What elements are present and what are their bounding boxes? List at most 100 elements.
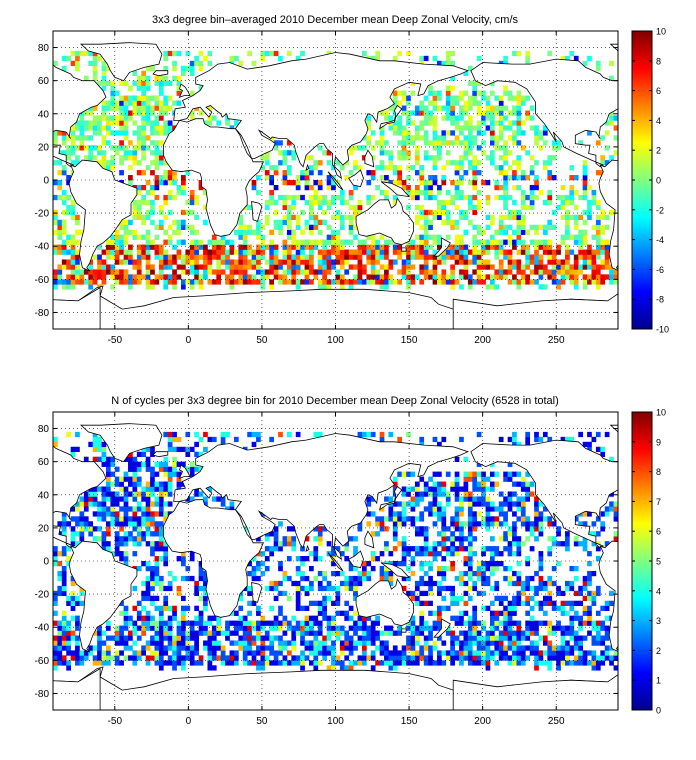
cycles-bin-cell bbox=[569, 645, 575, 651]
cycles-bin-cell bbox=[322, 595, 327, 602]
cycles-bin-cell bbox=[419, 580, 425, 587]
cycles-bin-cell bbox=[291, 526, 297, 532]
velocity-bin-cell bbox=[401, 259, 407, 265]
velocity-bin-cell bbox=[494, 110, 500, 116]
cycles-bin-cell bbox=[331, 561, 336, 567]
velocity-bin-cell bbox=[370, 254, 376, 260]
cycles-bin-cell bbox=[485, 516, 491, 522]
velocity-bin-cell bbox=[569, 199, 575, 206]
cycles-bin-cell bbox=[75, 501, 80, 507]
cycles-bin-cell bbox=[278, 635, 283, 641]
velocity-bin-cell bbox=[101, 269, 107, 275]
cycles-bin-cell bbox=[414, 640, 420, 646]
velocity-bin-cell bbox=[66, 209, 71, 216]
velocity-bin-cell bbox=[441, 259, 447, 265]
cycles-bin-cell bbox=[414, 650, 420, 656]
velocity-title: 3x3 degree bin–averaged 2010 December me… bbox=[152, 14, 519, 26]
velocity-bin-cell bbox=[154, 160, 160, 166]
velocity-bin-cell bbox=[353, 274, 358, 280]
cycles-bin-cell bbox=[66, 645, 71, 651]
cycles-bin-cell bbox=[432, 660, 438, 666]
cycles-bin-cell bbox=[463, 456, 469, 462]
cycles-bin-cell bbox=[489, 625, 495, 631]
cycles-bin-cell bbox=[591, 600, 597, 606]
cycles-bin-cell bbox=[167, 431, 173, 438]
velocity-bin-cell bbox=[379, 150, 385, 156]
velocity-y-tick-label: 20 bbox=[38, 142, 50, 153]
cycles-bin-cell bbox=[123, 620, 129, 626]
velocity-bin-cell bbox=[573, 219, 579, 225]
cycles-bin-cell bbox=[256, 625, 261, 631]
cycles-bin-cell bbox=[141, 521, 146, 527]
cycles-bin-cell bbox=[326, 625, 332, 631]
cycles-bin-cell bbox=[582, 536, 588, 542]
cycles-bin-cell bbox=[353, 625, 358, 631]
velocity-bin-cell bbox=[454, 180, 460, 186]
cycles-bin-cell bbox=[361, 635, 367, 641]
cycles-bin-cell bbox=[397, 516, 403, 522]
cycles-bin-cell bbox=[291, 655, 297, 661]
cycles-bin-cell bbox=[88, 645, 94, 651]
cycles-bin-cell bbox=[88, 526, 94, 532]
velocity-coastline bbox=[348, 169, 364, 188]
velocity-bin-cell bbox=[476, 249, 482, 255]
cycles-bin-cell bbox=[114, 655, 120, 661]
cycles-bin-cell bbox=[233, 620, 239, 626]
velocity-bin-cell bbox=[79, 279, 85, 285]
cycles-bin-cell bbox=[101, 501, 107, 507]
cycles-bin-cell bbox=[463, 580, 469, 587]
velocity-bin-cell bbox=[61, 170, 67, 176]
velocity-bin-cell bbox=[542, 165, 548, 171]
cycles-bin-cell bbox=[185, 496, 191, 502]
cycles-bin-cell bbox=[595, 531, 601, 537]
velocity-bin-cell bbox=[542, 140, 548, 146]
velocity-bin-cell bbox=[238, 224, 244, 230]
cycles-bin-cell bbox=[472, 650, 478, 656]
cycles-bin-cell bbox=[410, 655, 416, 661]
cycles-bin-cell bbox=[61, 645, 67, 651]
velocity-bin-cell bbox=[595, 274, 601, 280]
velocity-bin-cell bbox=[370, 234, 376, 240]
cycles-x-tick-label: 250 bbox=[548, 716, 565, 727]
cycles-bin-cell bbox=[410, 640, 416, 646]
velocity-bin-cell bbox=[520, 219, 526, 225]
cycles-bin-cell bbox=[538, 526, 544, 532]
cycles-bin-cell bbox=[66, 650, 71, 656]
velocity-bin-cell bbox=[141, 194, 146, 201]
cycles-coastline bbox=[433, 618, 451, 638]
cycles-bin-cell bbox=[556, 526, 561, 532]
cycles-bin-cell bbox=[150, 446, 155, 453]
velocity-bin-cell bbox=[309, 204, 314, 211]
velocity-bin-cell bbox=[520, 170, 526, 176]
cycles-bin-cell bbox=[203, 431, 208, 438]
cycles-bin-cell bbox=[591, 521, 597, 527]
cycles-bin-cell bbox=[591, 625, 597, 631]
velocity-coastline bbox=[452, 293, 618, 329]
cycles-bin-cell bbox=[609, 600, 614, 606]
cycles-bin-cell bbox=[185, 650, 191, 656]
cycles-bin-cell bbox=[154, 481, 160, 487]
cycles-bin-cell bbox=[158, 610, 164, 616]
velocity-bin-cell bbox=[454, 259, 460, 265]
cycles-bin-cell bbox=[587, 590, 592, 597]
cycles-bin-cell bbox=[158, 461, 164, 467]
velocity-bin-cell bbox=[538, 254, 544, 260]
cycles-bin-cell bbox=[467, 630, 473, 636]
velocity-bin-cell bbox=[286, 254, 292, 260]
cycles-bin-cell bbox=[445, 501, 451, 507]
cycles-bin-cell bbox=[97, 511, 102, 517]
cycles-bin-cell bbox=[123, 511, 129, 517]
velocity-bin-cell bbox=[105, 130, 111, 136]
cycles-bin-cell bbox=[467, 556, 473, 562]
velocity-bin-cell bbox=[410, 244, 416, 250]
velocity-bin-cell bbox=[494, 244, 500, 250]
cycles-bin-cell bbox=[560, 630, 566, 636]
velocity-bin-cell bbox=[189, 254, 195, 260]
cycles-bin-cell bbox=[101, 660, 107, 666]
cycles-bin-cell bbox=[556, 585, 561, 592]
velocity-bin-cell bbox=[256, 175, 261, 181]
velocity-bin-cell bbox=[467, 165, 473, 171]
cycles-bin-cell bbox=[132, 585, 138, 592]
cycles-bin-cell bbox=[203, 605, 208, 611]
cycles-bin-cell bbox=[128, 506, 133, 512]
